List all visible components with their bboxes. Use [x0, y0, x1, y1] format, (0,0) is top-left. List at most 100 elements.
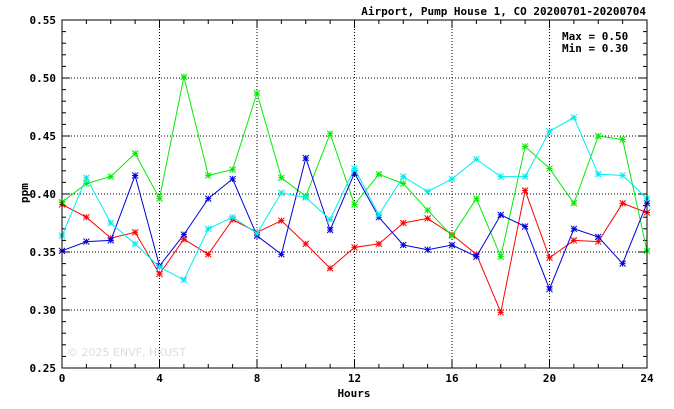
data-point-marker: [497, 308, 505, 316]
data-point-marker: [107, 237, 115, 244]
data-point-marker: [253, 89, 261, 97]
grid-lines: [62, 20, 647, 368]
data-point-marker: [546, 128, 553, 135]
axis-ticks: 0.25 0.30 0.35 0.40 0.45 0.50 0.55 0 4 8 12 16 20 24: [30, 14, 654, 385]
data-point-marker: [204, 172, 212, 179]
min-annotation: Min = 0.30: [562, 42, 628, 55]
data-point-marker: [229, 166, 236, 173]
data-point-marker: [204, 250, 212, 258]
data-point-marker: [570, 225, 578, 233]
data-point-marker: [131, 172, 139, 179]
x-tick-label: 12: [348, 372, 361, 385]
copyright-watermark: © 2025 ENVF, HKUST: [67, 346, 186, 359]
data-point-marker: [594, 132, 602, 140]
data-point-marker: [180, 276, 188, 284]
data-point-marker: [180, 235, 188, 243]
data-point-marker: [180, 231, 188, 238]
y-tick-label: 0.50: [30, 72, 57, 85]
data-point-marker: [546, 285, 553, 293]
y-tick-label: 0.40: [30, 188, 57, 201]
y-tick-label: 0.35: [30, 246, 57, 259]
x-tick-label: 20: [543, 372, 556, 385]
x-tick-label: 16: [445, 372, 459, 385]
data-point-marker: [253, 230, 261, 237]
y-tick-label: 0.55: [30, 14, 57, 27]
data-point-marker: [83, 213, 90, 221]
data-point-marker: [278, 189, 285, 197]
data-point-marker: [424, 188, 431, 196]
data-point-marker: [497, 173, 505, 180]
data-point-marker: [278, 250, 285, 258]
x-axis-title: Hours: [337, 387, 370, 400]
data-point-marker: [131, 228, 139, 236]
data-point-marker: [83, 174, 90, 182]
data-point-marker: [351, 244, 358, 251]
data-point-marker: [399, 241, 407, 249]
data-point-marker: [570, 114, 578, 121]
data-point-marker: [546, 254, 553, 262]
data-point-marker: [448, 232, 456, 240]
data-point-marker: [131, 150, 139, 157]
data-point-marker: [424, 215, 431, 222]
data-point-marker: [399, 219, 407, 227]
data-point-marker: [521, 173, 529, 180]
max-annotation: Max = 0.50: [562, 30, 628, 43]
data-point-marker: [302, 194, 310, 201]
data-point-marker: [570, 237, 578, 244]
y-tick-label: 0.30: [30, 304, 57, 317]
data-point-marker: [180, 73, 188, 81]
data-point-marker: [83, 238, 90, 245]
data-point-marker: [302, 154, 310, 162]
series-line: [61, 116, 648, 281]
y-tick-label: 0.45: [30, 130, 57, 143]
data-point-marker: [473, 195, 480, 202]
data-point-marker: [375, 170, 383, 178]
chart-title: Airport, Pump House 1, CO 20200701-20200…: [361, 5, 646, 18]
data-point-marker: [351, 165, 358, 172]
data-point-marker: [326, 216, 334, 223]
x-tick-label: 0: [59, 372, 66, 385]
data-point-marker: [375, 240, 383, 248]
data-point-marker: [156, 270, 163, 278]
data-point-marker: [594, 233, 602, 241]
data-point-marker: [473, 253, 480, 260]
data-point-marker: [473, 155, 480, 163]
data-point-marker: [326, 130, 334, 138]
data-point-marker: [278, 217, 285, 225]
data-point-marker: [546, 165, 553, 172]
data-point-marker: [326, 226, 334, 234]
data-point-marker: [619, 172, 626, 179]
data-point-marker: [424, 206, 431, 214]
data-point-marker: [399, 180, 407, 187]
data-point-marker: [375, 211, 383, 219]
data-point-marker: [131, 240, 139, 248]
x-tick-label: 4: [156, 372, 163, 385]
data-point-marker: [570, 199, 578, 207]
data-point-marker: [204, 225, 212, 233]
y-axis-title: ppm: [18, 183, 31, 203]
data-point-marker: [521, 143, 529, 150]
x-tick-label: 8: [254, 372, 261, 385]
data-point-marker: [521, 187, 529, 194]
data-point-marker: [497, 211, 505, 219]
data-point-marker: [83, 180, 90, 187]
data-point-marker: [351, 201, 358, 208]
data-point-marker: [594, 170, 602, 178]
data-point-marker: [448, 241, 456, 249]
data-point-marker: [278, 174, 285, 182]
x-tick-label: 24: [640, 372, 654, 385]
data-point-marker: [229, 175, 236, 183]
data-point-marker: [107, 173, 115, 180]
data-point-marker: [497, 253, 505, 260]
data-point-marker: [156, 195, 163, 202]
data-point-marker: [424, 246, 431, 254]
data-point-marker: [229, 213, 236, 221]
data-point-marker: [351, 169, 358, 177]
plot-frame: [61, 19, 648, 369]
data-point-marker: [594, 238, 602, 245]
data-point-marker: [107, 219, 115, 227]
data-point-marker: [302, 240, 310, 248]
data-point-marker: [521, 223, 529, 230]
data-point-marker: [619, 260, 626, 267]
